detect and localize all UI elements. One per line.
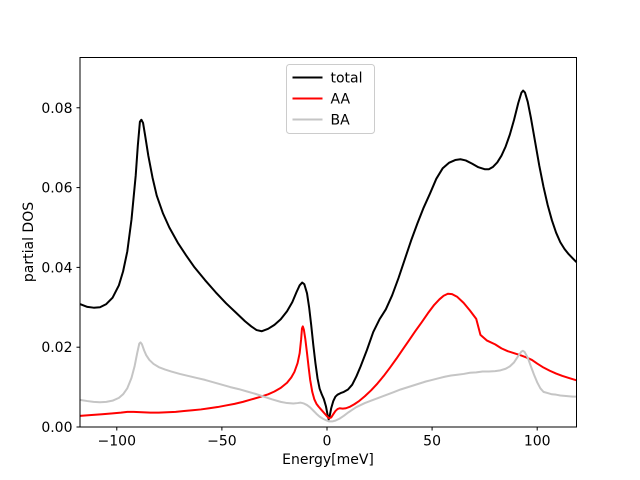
series-line-AA bbox=[79, 292, 577, 420]
series-line-BA bbox=[79, 341, 577, 423]
x-tick-label: −50 bbox=[207, 434, 237, 450]
legend: total AA BA bbox=[286, 64, 375, 134]
y-tick-label: 0.04 bbox=[41, 260, 72, 276]
y-tick-label: 0.02 bbox=[41, 340, 72, 356]
y-tick-label: 0.06 bbox=[41, 181, 72, 197]
x-axis-ticks: −100 −50 0 50 100 bbox=[98, 427, 551, 450]
legend-label-BA: BA bbox=[331, 113, 351, 129]
series-line-total bbox=[79, 89, 578, 421]
legend-box bbox=[286, 64, 375, 134]
y-tick-label: 0.00 bbox=[41, 420, 72, 436]
y-tick-label: 0.08 bbox=[41, 101, 72, 117]
legend-label-total: total bbox=[331, 71, 363, 87]
x-tick-label: 50 bbox=[423, 434, 441, 450]
legend-entries: total AA BA bbox=[292, 71, 363, 129]
series-group bbox=[79, 89, 578, 423]
x-axis-label: Energy[meV] bbox=[282, 452, 374, 468]
y-axis-label: partial DOS bbox=[21, 202, 37, 282]
axes-spines bbox=[79, 57, 577, 428]
x-tick-label: 100 bbox=[524, 434, 551, 450]
x-tick-label: 0 bbox=[323, 434, 332, 450]
legend-label-AA: AA bbox=[331, 92, 351, 108]
y-axis-ticks: 0.00 0.02 0.04 0.06 0.08 bbox=[41, 101, 80, 436]
x-tick-label: −100 bbox=[98, 434, 136, 450]
